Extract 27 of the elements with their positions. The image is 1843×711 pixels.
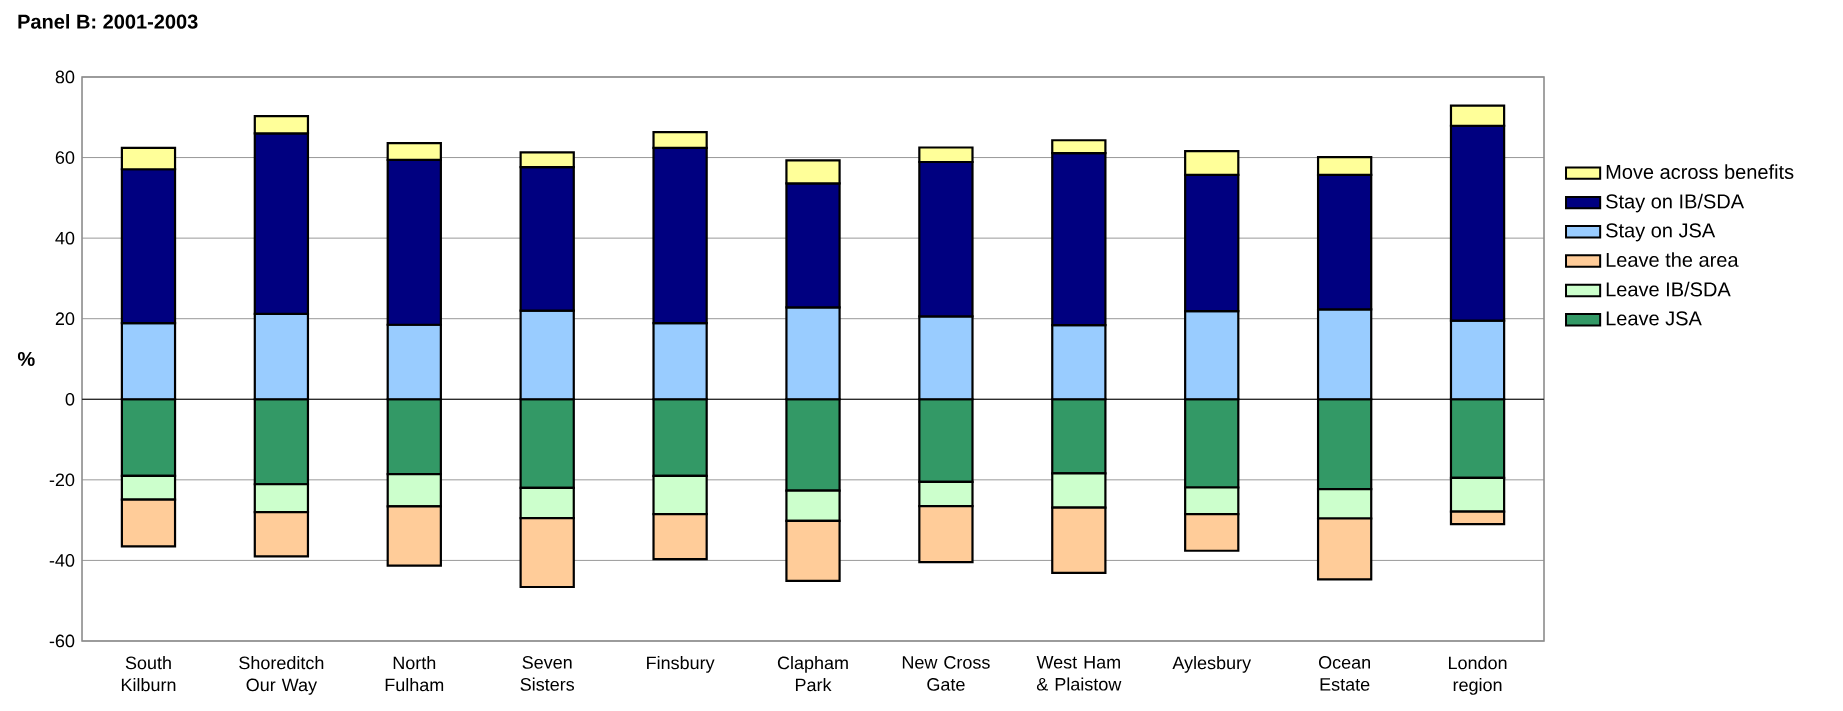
y-axis-title: %	[17, 351, 35, 367]
y-tick-label: -60	[49, 634, 75, 648]
x-tick-label: West Ham & Plaistow	[1036, 656, 1122, 691]
y-tick-label: -40	[49, 554, 75, 567]
chart-title: Panel B: 2001-2003	[18, 14, 198, 29]
legend-label: Leave JSA	[1606, 311, 1702, 326]
y-tick-label: 0	[65, 392, 75, 406]
x-tick-label: Seven Sisters	[520, 656, 575, 691]
x-tick-label: Shoreditch Our Way	[239, 656, 324, 695]
x-tick-label: Finsbury	[647, 656, 715, 673]
x-tick-label: Aylesbury	[1172, 656, 1252, 673]
x-tick-label: New Cross Gate	[902, 656, 990, 691]
y-tick-label: 60	[55, 151, 75, 164]
x-tick-label: London region	[1448, 656, 1507, 695]
x-tick-label: South Kilburn	[121, 656, 176, 692]
y-tick-label: 80	[55, 70, 75, 84]
legend-label: Leave the area	[1606, 252, 1739, 267]
x-tick-label: North Fulham	[385, 656, 444, 692]
y-tick-label: 40	[55, 231, 75, 245]
y-tick-label: 20	[55, 312, 75, 326]
legend-label: Leave IB/SDA	[1606, 281, 1731, 297]
legend-label: Stay on JSA	[1606, 223, 1716, 242]
x-tick-label: Ocean Estate	[1318, 656, 1370, 691]
y-tick-label: -20	[49, 473, 75, 487]
x-tick-label: Clapham Park	[777, 656, 848, 692]
legend-label: Stay on IB/SDA	[1606, 193, 1745, 213]
legend-label: Move across benefits	[1606, 164, 1794, 180]
